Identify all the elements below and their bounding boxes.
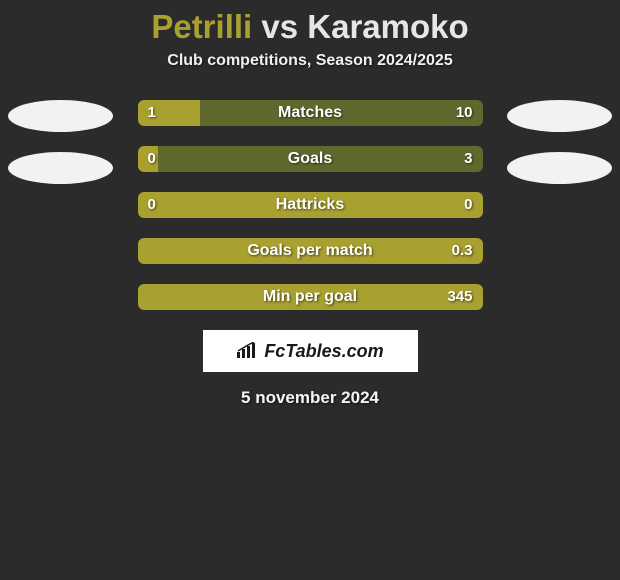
stat-bar-label: Matches — [138, 100, 483, 126]
comparison-content: Matches110Goals03Hattricks00Goals per ma… — [0, 100, 620, 408]
stat-bar-left-value: 1 — [148, 100, 156, 126]
player2-oval-1 — [507, 100, 612, 132]
stat-bar-right-value: 0 — [464, 192, 472, 218]
title-player1: Petrilli — [151, 8, 252, 45]
stat-bar: Matches1 10 — [138, 100, 483, 126]
stat-bar: Min per goal345 — [138, 284, 483, 310]
player1-oval-1 — [8, 100, 113, 132]
stat-bars: Matches110Goals03Hattricks00Goals per ma… — [138, 100, 483, 310]
chart-icon — [236, 342, 258, 360]
stat-bar-right-value: 3 — [464, 146, 472, 172]
title-vs: vs — [261, 8, 298, 45]
stat-bar-left-value: 0 — [148, 192, 156, 218]
player1-photo-col — [8, 100, 113, 204]
site-badge: FcTables.com — [203, 330, 418, 372]
title-player2: Karamoko — [307, 8, 468, 45]
stat-bar-right-value: 10 — [456, 100, 473, 126]
stat-bar: Goals0 3 — [138, 146, 483, 172]
player2-oval-2 — [507, 152, 612, 184]
badge-text: FcTables.com — [264, 341, 383, 362]
player1-oval-2 — [8, 152, 113, 184]
stat-bar-right-value: 345 — [447, 284, 472, 310]
subtitle: Club competitions, Season 2024/2025 — [0, 52, 620, 70]
stat-bar: Goals per match0.3 — [138, 238, 483, 264]
player2-photo-col — [507, 100, 612, 204]
stat-bar-label: Goals per match — [138, 238, 483, 264]
stat-bar-label: Hattricks — [138, 192, 483, 218]
date-label: 5 november 2024 — [0, 388, 620, 408]
stat-bar-label: Min per goal — [138, 284, 483, 310]
stat-bar-left-value: 0 — [148, 146, 156, 172]
stat-bar-right-value: 0.3 — [452, 238, 473, 264]
stat-bar-label: Goals — [138, 146, 483, 172]
stat-bar: Hattricks0 0 — [138, 192, 483, 218]
page-title: Petrilli vs Karamoko — [0, 0, 620, 46]
